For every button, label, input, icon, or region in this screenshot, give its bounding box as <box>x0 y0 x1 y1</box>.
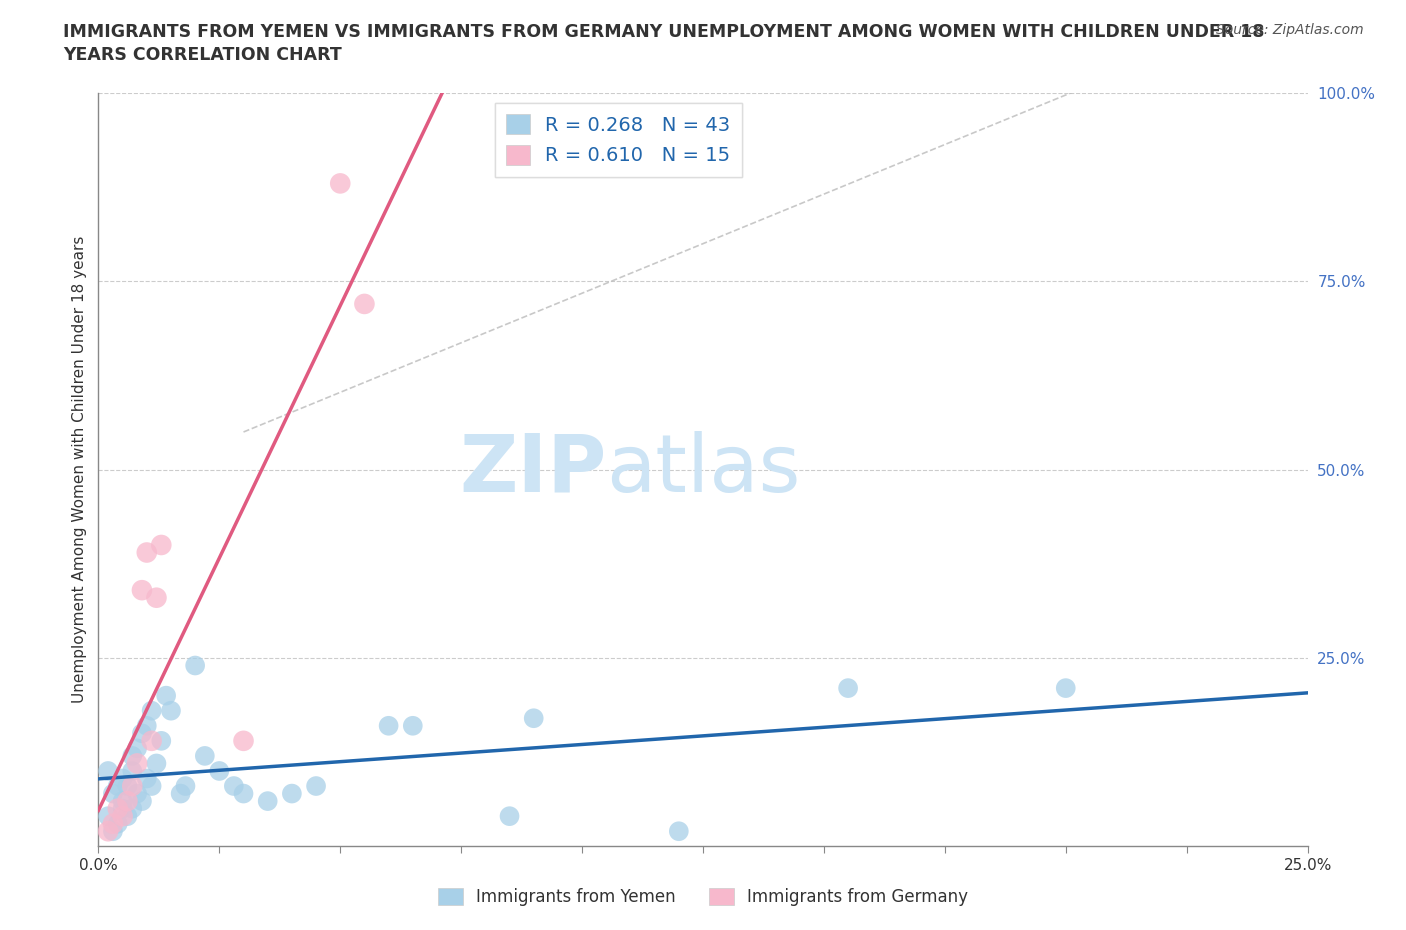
Point <box>184 658 207 673</box>
Point <box>135 545 157 560</box>
Point <box>402 718 425 733</box>
Text: Source: ZipAtlas.com: Source: ZipAtlas.com <box>1216 23 1364 37</box>
Point <box>111 793 134 808</box>
Point <box>117 809 139 824</box>
Point <box>523 711 546 725</box>
Point <box>135 718 157 733</box>
Point <box>155 688 177 703</box>
Legend: Immigrants from Yemen, Immigrants from Germany: Immigrants from Yemen, Immigrants from G… <box>432 881 974 912</box>
Point <box>127 741 149 756</box>
Point <box>145 756 167 771</box>
Text: YEARS CORRELATION CHART: YEARS CORRELATION CHART <box>63 46 342 64</box>
Point <box>281 786 304 801</box>
Text: IMMIGRANTS FROM YEMEN VS IMMIGRANTS FROM GERMANY UNEMPLOYMENT AMONG WOMEN WITH C: IMMIGRANTS FROM YEMEN VS IMMIGRANTS FROM… <box>63 23 1265 41</box>
Point <box>111 802 134 817</box>
Point <box>107 802 129 817</box>
Point <box>232 786 254 801</box>
Point <box>837 681 859 696</box>
Point <box>127 756 149 771</box>
Point <box>194 749 217 764</box>
Point <box>208 764 231 778</box>
Point <box>174 778 197 793</box>
Point <box>111 771 134 786</box>
Legend: R = 0.268   N = 43, R = 0.610   N = 15: R = 0.268 N = 43, R = 0.610 N = 15 <box>495 102 742 177</box>
Point <box>329 176 352 191</box>
Point <box>498 809 520 824</box>
Text: ZIP: ZIP <box>458 431 606 509</box>
Point <box>101 786 124 801</box>
Point <box>131 583 153 598</box>
Point <box>131 793 153 808</box>
Point <box>121 749 143 764</box>
Point <box>353 297 375 312</box>
Y-axis label: Unemployment Among Women with Children Under 18 years: Unemployment Among Women with Children U… <box>72 236 87 703</box>
Point <box>121 802 143 817</box>
Point <box>101 817 124 831</box>
Point <box>121 778 143 793</box>
Point <box>668 824 690 839</box>
Point <box>141 778 163 793</box>
Point <box>150 538 173 552</box>
Point <box>256 793 278 808</box>
Point <box>121 764 143 778</box>
Point <box>305 778 328 793</box>
Point <box>97 764 120 778</box>
Point <box>1054 681 1077 696</box>
Point <box>127 786 149 801</box>
Point <box>97 809 120 824</box>
Point <box>107 778 129 793</box>
Point <box>131 726 153 741</box>
Point <box>145 591 167 605</box>
Point <box>117 778 139 793</box>
Point <box>222 778 245 793</box>
Point <box>111 809 134 824</box>
Point <box>150 734 173 749</box>
Text: atlas: atlas <box>606 431 800 509</box>
Point <box>141 734 163 749</box>
Point <box>135 771 157 786</box>
Point <box>377 718 399 733</box>
Point <box>232 734 254 749</box>
Point <box>160 703 183 718</box>
Point <box>169 786 191 801</box>
Point <box>101 824 124 839</box>
Point <box>107 817 129 831</box>
Point <box>117 793 139 808</box>
Point <box>141 703 163 718</box>
Point <box>97 824 120 839</box>
